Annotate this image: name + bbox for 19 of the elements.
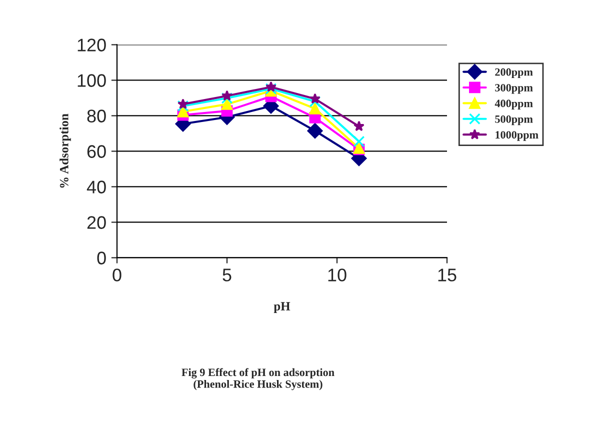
y-tick-label: 20 <box>87 216 106 229</box>
legend-label: 1000ppm <box>496 131 538 141</box>
text: Fig 9 Effect of pH on adsorption (Phenol-Rice Husk System) <box>182 368 334 390</box>
legend-label: 200ppm <box>495 68 533 78</box>
x-tick-label: 0 <box>112 268 122 282</box>
y-tick-label: 0 <box>97 252 106 264</box>
y-tick-label: 40 <box>86 180 106 194</box>
legend-label: 500ppm <box>495 115 533 126</box>
x-tick-label: 10 <box>328 268 346 282</box>
y-axis-title: % Adsorption <box>60 114 71 188</box>
y-tick-label: 100 <box>78 74 106 87</box>
y-tick-label: 120 <box>78 38 106 52</box>
x-axis-title: pH <box>274 302 290 313</box>
y-tick-label: 60 <box>87 145 106 158</box>
legend-label: 300ppm <box>495 84 533 94</box>
legend-label: 400ppm <box>494 100 533 110</box>
x-tick-label: 15 <box>438 268 456 282</box>
x-tick-label: 5 <box>222 268 232 282</box>
y-tick-label: 80 <box>87 110 106 122</box>
